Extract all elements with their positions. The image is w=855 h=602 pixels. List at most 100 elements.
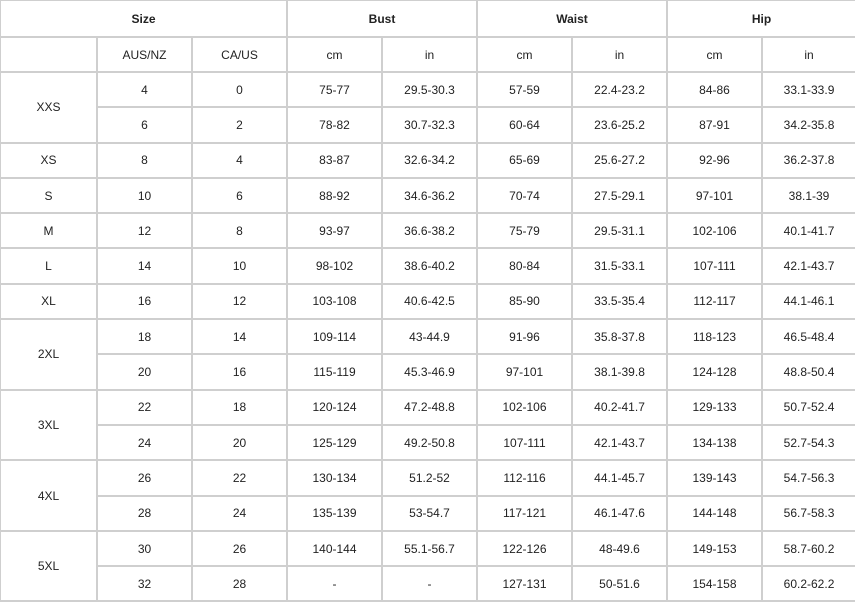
bust-in-cell: 32.6-34.2 bbox=[380, 141, 479, 179]
bust-in-cell: 36.6-38.2 bbox=[380, 212, 479, 250]
ca-us-cell: 0 bbox=[191, 70, 288, 109]
table-row: L 14 10 98-102 38.6-40.2 80-84 31.5-33.1 107-11… bbox=[0, 247, 855, 285]
size-cell: XS bbox=[0, 141, 98, 179]
hip-in-cell: 52.7-54.3 bbox=[761, 423, 855, 462]
bust-in-cell: 34.6-36.2 bbox=[380, 176, 479, 215]
hip-in-cell: 42.1-43.7 bbox=[761, 247, 855, 285]
subheader-hip-in: in bbox=[761, 36, 855, 73]
waist-cm-cell: 102-106 bbox=[476, 388, 574, 426]
waist-cm-cell: 91-96 bbox=[476, 318, 574, 356]
aus-nz-cell: 20 bbox=[96, 353, 193, 391]
aus-nz-cell: 28 bbox=[96, 494, 193, 532]
waist-cm-cell: 97-101 bbox=[476, 353, 574, 391]
table-row: 28 24 135-139 53-54.7 117-121 46.1-47.6 144-14… bbox=[0, 494, 855, 532]
aus-nz-cell: 6 bbox=[96, 106, 193, 144]
hip-cm-cell: 112-117 bbox=[666, 282, 764, 321]
bust-cm-cell: 93-97 bbox=[286, 212, 383, 250]
ca-us-cell: 14 bbox=[191, 318, 288, 356]
hip-cm-cell: 87-91 bbox=[666, 106, 764, 144]
ca-us-cell: 4 bbox=[191, 141, 288, 179]
header-bust: Bust bbox=[285, 0, 479, 38]
waist-cm-cell: 107-111 bbox=[476, 423, 574, 462]
waist-cm-cell: 80-84 bbox=[476, 247, 574, 285]
hip-cm-cell: 124-128 bbox=[666, 353, 764, 391]
waist-cm-cell: 85-90 bbox=[476, 282, 574, 321]
aus-nz-cell: 26 bbox=[96, 459, 193, 497]
aus-nz-cell: 10 bbox=[96, 176, 193, 215]
waist-cm-cell: 112-116 bbox=[476, 459, 574, 497]
hip-cm-cell: 149-153 bbox=[666, 529, 764, 568]
waist-in-cell: 48-49.6 bbox=[571, 529, 669, 568]
subheader-aus-nz: AUS/NZ bbox=[96, 36, 193, 73]
ca-us-cell: 18 bbox=[191, 388, 288, 426]
bust-cm-cell: 135-139 bbox=[286, 494, 383, 532]
hip-cm-cell: 97-101 bbox=[666, 176, 764, 215]
subheader-waist-in: in bbox=[571, 36, 669, 73]
subheader-hip-cm: cm bbox=[666, 36, 764, 73]
bust-in-cell: 29.5-30.3 bbox=[380, 70, 479, 109]
bust-cm-cell: 83-87 bbox=[286, 141, 383, 179]
header-waist: Waist bbox=[476, 0, 669, 38]
bust-cm-cell: 130-134 bbox=[286, 459, 383, 497]
size-cell: 4XL bbox=[0, 459, 98, 532]
hip-in-cell: 33.1-33.9 bbox=[761, 70, 855, 109]
header-hip: Hip bbox=[666, 0, 855, 38]
size-cell: 2XL bbox=[0, 318, 98, 391]
aus-nz-cell: 24 bbox=[96, 423, 193, 462]
bust-cm-cell: 78-82 bbox=[286, 106, 383, 144]
subheader-row: AUS/NZ CA/US cm in cm in cm in bbox=[0, 36, 855, 73]
waist-in-cell: 25.6-27.2 bbox=[571, 141, 669, 179]
bust-cm-cell: 103-108 bbox=[286, 282, 383, 321]
waist-cm-cell: 127-131 bbox=[476, 565, 574, 602]
ca-us-cell: 12 bbox=[191, 282, 288, 321]
bust-in-cell: 43-44.9 bbox=[380, 318, 479, 356]
ca-us-cell: 24 bbox=[191, 494, 288, 532]
table-row: XXS 4 0 75-77 29.5-30.3 57-59 22.4-23.2 84-86 33… bbox=[0, 70, 855, 144]
waist-in-cell: 29.5-31.1 bbox=[571, 212, 669, 250]
size-cell: S bbox=[0, 176, 98, 215]
hip-cm-cell: 139-143 bbox=[666, 459, 764, 497]
bust-in-cell: 49.2-50.8 bbox=[380, 423, 479, 462]
aus-nz-cell: 32 bbox=[96, 565, 193, 602]
ca-us-cell: 6 bbox=[191, 176, 288, 215]
waist-in-cell: 35.8-37.8 bbox=[571, 318, 669, 356]
waist-in-cell: 38.1-39.8 bbox=[571, 353, 669, 391]
waist-cm-cell: 117-121 bbox=[476, 494, 574, 532]
aus-nz-cell: 8 bbox=[96, 141, 193, 179]
hip-in-cell: 48.8-50.4 bbox=[761, 353, 855, 391]
bust-cm-cell: - bbox=[286, 565, 383, 602]
bust-in-cell: 40.6-42.5 bbox=[380, 282, 479, 321]
table-row: XL 16 12 103-108 40.6-42.5 85-90 33.5-35.4 112-… bbox=[0, 282, 855, 321]
bust-cm-cell: 88-92 bbox=[286, 176, 383, 215]
bust-in-cell: 55.1-56.7 bbox=[380, 529, 479, 568]
table-row: S 10 6 88-92 34.6-36.2 70-74 27.5-29.1 97-101 38… bbox=[0, 176, 855, 215]
size-cell: XL bbox=[0, 282, 98, 321]
size-cell: 3XL bbox=[0, 388, 98, 462]
bust-cm-cell: 109-114 bbox=[286, 318, 383, 356]
table-row: 2XL 18 14 109-114 43-44.9 91-96 35.8-37.8 118-1… bbox=[0, 318, 855, 391]
waist-cm-cell: 57-59 bbox=[476, 70, 574, 109]
table-row: 24 20 125-129 49.2-50.8 107-111 42.1-43.7 134-… bbox=[0, 423, 855, 462]
table-row: XS 8 4 83-87 32.6-34.2 65-69 25.6-27.2 92-96 36.… bbox=[0, 141, 855, 179]
aus-nz-cell: 18 bbox=[96, 318, 193, 356]
ca-us-cell: 10 bbox=[191, 247, 288, 285]
bust-cm-cell: 75-77 bbox=[286, 70, 383, 109]
bust-cm-cell: 140-144 bbox=[286, 529, 383, 568]
ca-us-cell: 2 bbox=[191, 106, 288, 144]
hip-in-cell: 36.2-37.8 bbox=[761, 141, 855, 179]
hip-in-cell: 56.7-58.3 bbox=[761, 494, 855, 532]
waist-in-cell: 46.1-47.6 bbox=[571, 494, 669, 532]
hip-in-cell: 60.2-62.2 bbox=[761, 565, 855, 602]
size-cell: 5XL bbox=[0, 529, 98, 602]
waist-cm-cell: 65-69 bbox=[476, 141, 574, 179]
aus-nz-cell: 22 bbox=[96, 388, 193, 426]
aus-nz-cell: 12 bbox=[96, 212, 193, 250]
bust-in-cell: 47.2-48.8 bbox=[380, 388, 479, 426]
hip-cm-cell: 144-148 bbox=[666, 494, 764, 532]
waist-cm-cell: 70-74 bbox=[476, 176, 574, 215]
ca-us-cell: 22 bbox=[191, 459, 288, 497]
hip-cm-cell: 134-138 bbox=[666, 423, 764, 462]
ca-us-cell: 26 bbox=[191, 529, 288, 568]
waist-in-cell: 22.4-23.2 bbox=[571, 70, 669, 109]
ca-us-cell: 20 bbox=[191, 423, 288, 462]
